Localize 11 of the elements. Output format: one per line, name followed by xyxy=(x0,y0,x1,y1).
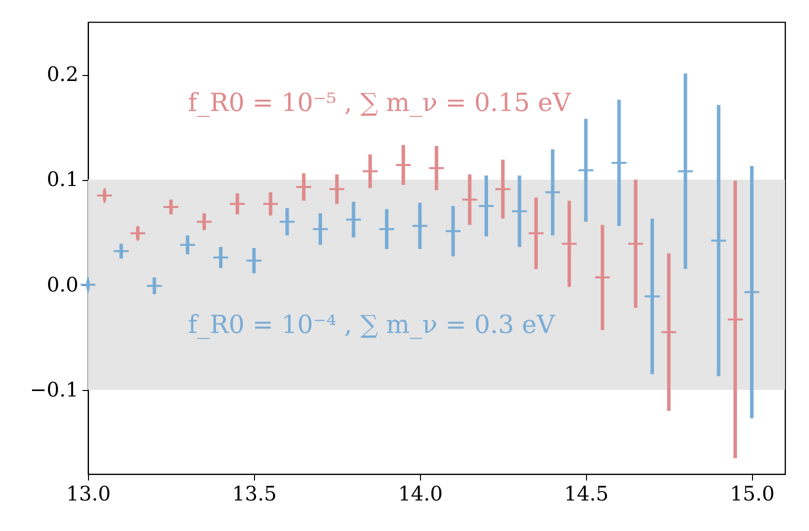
x-tick-label: 14.0 xyxy=(398,482,443,506)
series-label: f_R0 = 10⁻⁴ , ∑ m_ν = 0.3 eV xyxy=(188,310,556,339)
y-tick-label: 0.0 xyxy=(46,272,78,296)
x-tick-label: 14.5 xyxy=(564,482,609,506)
x-tick-label: 15.0 xyxy=(730,482,775,506)
y-tick-label: 0.1 xyxy=(46,167,78,192)
x-tick-label: 13.5 xyxy=(232,482,277,506)
y-tick-label: 0.2 xyxy=(46,62,78,86)
x-tick-label: 13.0 xyxy=(66,482,111,506)
y-tick-label: −0.1 xyxy=(30,377,78,402)
text: f_R0 = 10⁻⁵ , ∑ m_ν = 0.15 eV xyxy=(188,88,572,117)
